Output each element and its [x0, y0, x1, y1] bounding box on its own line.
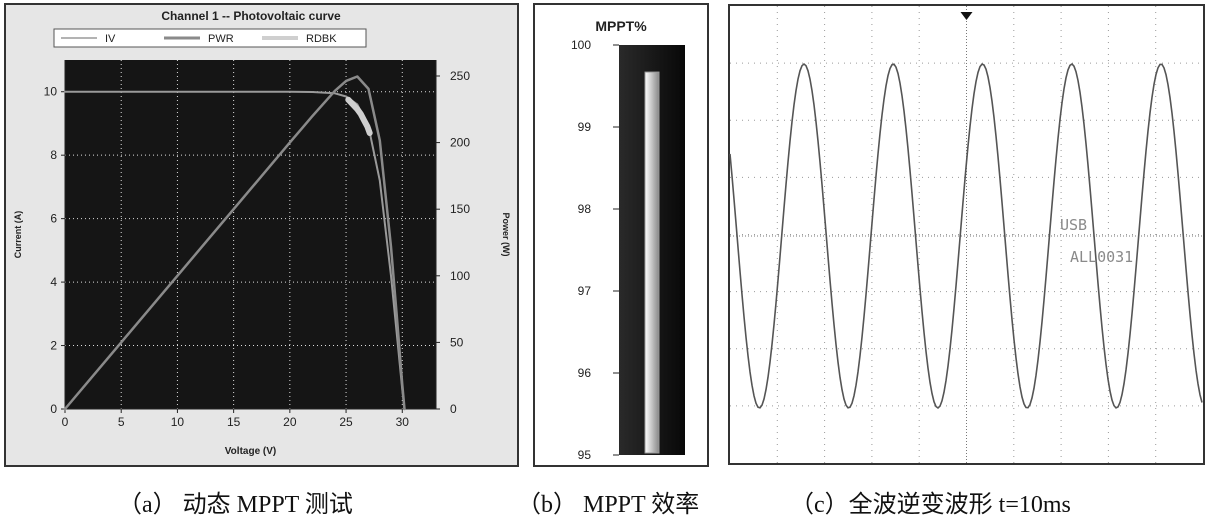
oscilloscope-chart: USB ALL0031	[729, 6, 1203, 463]
mppt-efficiency-chart: MPPT% 100 99 98 97 96 95	[571, 18, 685, 462]
x-tick-label: 25	[339, 415, 353, 429]
y-tick-label: 96	[578, 366, 592, 380]
y-tick-label: 8	[50, 148, 57, 162]
legend-label-pwr: PWR	[208, 33, 234, 45]
sine-waveform-line	[729, 62, 1203, 410]
plot-area	[65, 60, 436, 409]
y-tick-label: 98	[578, 202, 592, 216]
legend-label-rdbk: RDBK	[306, 33, 337, 45]
y2-tick-label: 0	[450, 402, 457, 416]
x-axis-label: Voltage (V)	[225, 446, 276, 457]
legend: IV PWR RDBK	[53, 28, 367, 48]
x-tick-label: 30	[396, 415, 410, 429]
trigger-marker-icon	[960, 12, 973, 20]
y-axis-label: Current (A)	[13, 211, 23, 259]
caption-b: （b） MPPT 效率	[517, 492, 700, 518]
y2-axis-label: Power (W)	[501, 213, 511, 257]
y-tick-label: 10	[44, 85, 58, 99]
file-label: ALL0031	[1070, 248, 1133, 266]
legend-box	[53, 28, 367, 48]
usb-label: USB	[1060, 216, 1087, 234]
y-tick-label: 2	[50, 339, 57, 353]
caption-c: （c）全波逆变波形 t=10ms	[790, 492, 1071, 518]
pv-curve-panel: Channel 1 -- Photovoltaic curve IV PWR RDBK…	[4, 3, 519, 467]
x-tick-label: 15	[227, 415, 241, 429]
x-tick-label: 0	[62, 415, 69, 429]
mppt-efficiency-panel: MPPT% 100 99 98 97 96 95	[533, 3, 709, 467]
x-tick-label: 10	[171, 415, 185, 429]
y2-tick-label: 50	[450, 335, 464, 349]
y-tick-label: 97	[578, 284, 592, 298]
oscilloscope-panel: USB ALL0031	[728, 4, 1205, 465]
y-tick-label: 6	[50, 212, 57, 226]
caption-a: （a） 动态 MPPT 测试	[118, 492, 353, 518]
chart-title: MPPT%	[595, 18, 647, 34]
chart-title: Channel 1 -- Photovoltaic curve	[161, 9, 341, 23]
mppt-efficiency-bar	[644, 71, 660, 454]
x-tick-label: 5	[118, 415, 125, 429]
y2-tick-label: 200	[450, 136, 470, 150]
y-tick-label: 100	[571, 38, 591, 52]
y-tick-label: 4	[50, 275, 57, 289]
y-tick-label: 95	[578, 448, 592, 462]
series-pwr-line	[63, 75, 406, 411]
series-rdbk-line	[345, 96, 373, 136]
y-tick-label: 0	[50, 402, 57, 416]
legend-label-iv: IV	[105, 33, 116, 45]
y-tick-label: 99	[578, 120, 592, 134]
x-tick-label: 20	[283, 415, 297, 429]
series-iv-line	[64, 90, 406, 410]
pv-curve-chart: Channel 1 -- Photovoltaic curve IV PWR RDBK…	[13, 9, 511, 457]
y2-tick-label: 250	[450, 69, 470, 83]
y2-tick-label: 100	[450, 269, 470, 283]
y2-tick-label: 150	[450, 202, 470, 216]
